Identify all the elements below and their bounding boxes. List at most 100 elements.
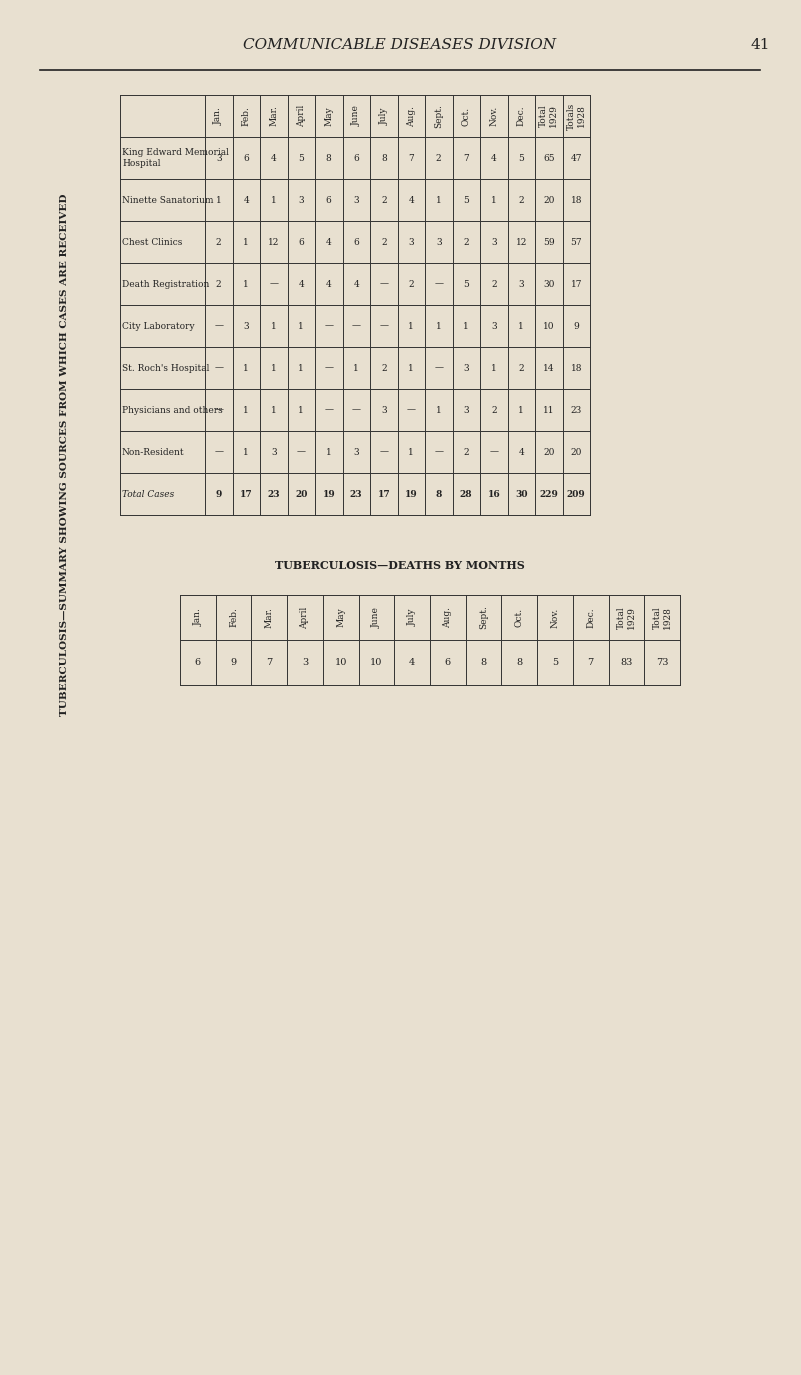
Text: —: — bbox=[434, 447, 443, 456]
Text: Sept.: Sept. bbox=[434, 104, 443, 128]
Text: 1: 1 bbox=[409, 363, 414, 373]
Text: Mar.: Mar. bbox=[265, 608, 274, 628]
Text: 1: 1 bbox=[244, 238, 249, 246]
Text: Totals
1928: Totals 1928 bbox=[566, 102, 586, 129]
Text: 3: 3 bbox=[436, 238, 441, 246]
Text: 18: 18 bbox=[570, 363, 582, 373]
Text: Nov.: Nov. bbox=[489, 106, 498, 126]
Text: 59: 59 bbox=[543, 238, 554, 246]
Text: 7: 7 bbox=[409, 154, 414, 162]
Text: 20: 20 bbox=[543, 447, 554, 456]
Text: —: — bbox=[434, 279, 443, 289]
Text: 209: 209 bbox=[567, 490, 586, 499]
Text: Total Cases: Total Cases bbox=[122, 490, 175, 499]
Text: Oct.: Oct. bbox=[515, 608, 524, 627]
Text: —: — bbox=[489, 447, 498, 456]
Text: July: July bbox=[408, 609, 417, 626]
Text: 9: 9 bbox=[231, 659, 236, 667]
Text: 2: 2 bbox=[491, 279, 497, 289]
Text: 1: 1 bbox=[244, 363, 249, 373]
Text: Sept.: Sept. bbox=[479, 605, 488, 630]
Text: 1: 1 bbox=[299, 406, 304, 414]
Text: May: May bbox=[336, 608, 345, 627]
Text: 1: 1 bbox=[491, 363, 497, 373]
Text: Feb.: Feb. bbox=[229, 608, 238, 627]
Text: —: — bbox=[214, 406, 223, 414]
Text: 2: 2 bbox=[381, 238, 387, 246]
Text: 1: 1 bbox=[244, 447, 249, 456]
Text: —: — bbox=[296, 447, 306, 456]
Text: 3: 3 bbox=[353, 195, 359, 205]
Text: 16: 16 bbox=[487, 490, 500, 499]
Text: June: June bbox=[372, 608, 381, 628]
Text: 12: 12 bbox=[268, 238, 280, 246]
Text: 8: 8 bbox=[516, 659, 522, 667]
Text: —: — bbox=[407, 406, 416, 414]
Text: 1: 1 bbox=[491, 195, 497, 205]
Text: Total
1928: Total 1928 bbox=[653, 606, 672, 628]
Text: 17: 17 bbox=[570, 279, 582, 289]
Text: —: — bbox=[379, 447, 388, 456]
Text: —: — bbox=[352, 406, 360, 414]
Text: 4: 4 bbox=[491, 154, 497, 162]
Text: 57: 57 bbox=[570, 238, 582, 246]
Text: 5: 5 bbox=[552, 659, 558, 667]
Text: 3: 3 bbox=[216, 154, 222, 162]
Text: Non-Resident: Non-Resident bbox=[122, 447, 184, 456]
Text: 1: 1 bbox=[299, 322, 304, 330]
Text: 23: 23 bbox=[268, 490, 280, 499]
Text: 17: 17 bbox=[377, 490, 390, 499]
Text: COMMUNICABLE DISEASES DIVISION: COMMUNICABLE DISEASES DIVISION bbox=[244, 38, 557, 52]
Text: 1: 1 bbox=[409, 447, 414, 456]
Text: 17: 17 bbox=[240, 490, 252, 499]
Text: 8: 8 bbox=[380, 154, 387, 162]
Text: June: June bbox=[352, 106, 360, 126]
Text: 7: 7 bbox=[463, 154, 469, 162]
Text: 1: 1 bbox=[271, 322, 276, 330]
Text: 6: 6 bbox=[353, 238, 359, 246]
Text: 10: 10 bbox=[335, 659, 347, 667]
Text: 2: 2 bbox=[436, 154, 441, 162]
Text: —: — bbox=[214, 363, 223, 373]
Text: Physicians and others: Physicians and others bbox=[122, 406, 223, 414]
Text: 3: 3 bbox=[299, 195, 304, 205]
Text: 1: 1 bbox=[326, 447, 332, 456]
Text: 6: 6 bbox=[445, 659, 451, 667]
Text: 1: 1 bbox=[518, 406, 524, 414]
Text: 6: 6 bbox=[353, 154, 359, 162]
Text: 3: 3 bbox=[518, 279, 524, 289]
Text: 20: 20 bbox=[295, 490, 308, 499]
Text: Jan.: Jan. bbox=[193, 609, 203, 627]
Text: 1: 1 bbox=[436, 406, 441, 414]
Text: 6: 6 bbox=[326, 195, 332, 205]
Text: 1: 1 bbox=[299, 363, 304, 373]
Text: 1: 1 bbox=[463, 322, 469, 330]
Text: —: — bbox=[324, 406, 333, 414]
Text: 28: 28 bbox=[460, 490, 473, 499]
Text: 8: 8 bbox=[436, 490, 442, 499]
Text: 2: 2 bbox=[381, 195, 387, 205]
Text: —: — bbox=[214, 322, 223, 330]
Text: 1: 1 bbox=[436, 322, 441, 330]
Text: 2: 2 bbox=[464, 238, 469, 246]
Text: 4: 4 bbox=[518, 447, 524, 456]
Text: 30: 30 bbox=[543, 279, 554, 289]
Text: 18: 18 bbox=[570, 195, 582, 205]
Text: 1: 1 bbox=[271, 406, 276, 414]
Text: 11: 11 bbox=[543, 406, 554, 414]
Text: Total
1929: Total 1929 bbox=[539, 104, 558, 128]
Text: 14: 14 bbox=[543, 363, 554, 373]
Text: —: — bbox=[324, 322, 333, 330]
Text: Nov.: Nov. bbox=[550, 608, 560, 627]
Text: 4: 4 bbox=[409, 659, 415, 667]
Text: May: May bbox=[324, 106, 333, 126]
Text: 12: 12 bbox=[516, 238, 527, 246]
Text: 10: 10 bbox=[370, 659, 383, 667]
Text: 229: 229 bbox=[539, 490, 558, 499]
Text: Jan.: Jan. bbox=[214, 107, 223, 125]
Text: 65: 65 bbox=[543, 154, 554, 162]
Text: 19: 19 bbox=[322, 490, 335, 499]
Text: Total
1929: Total 1929 bbox=[617, 606, 636, 628]
Text: 4: 4 bbox=[271, 154, 276, 162]
Text: 41: 41 bbox=[751, 38, 770, 52]
